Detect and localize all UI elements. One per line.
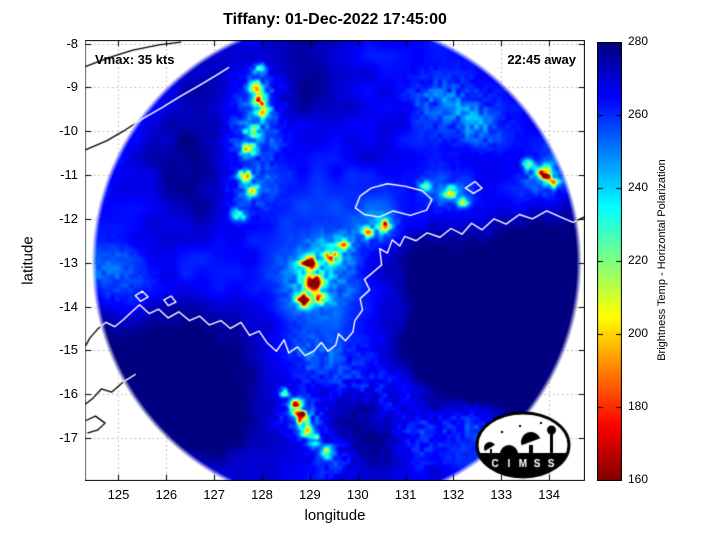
x-tick-label: 126 — [155, 487, 178, 502]
colorbar — [597, 42, 622, 481]
colorbar-label: Brightness Temp - Horizontal Polarizatio… — [656, 159, 668, 361]
y-axis-label: latitude — [19, 236, 37, 285]
colorbar-tick-label: 180 — [628, 399, 649, 413]
colorbar-tick-label: 280 — [628, 34, 649, 48]
colorbar-tick-label: 260 — [628, 107, 649, 121]
y-tick-label: -9 — [66, 79, 78, 95]
plot-area: Vmax: 35 kts 22:45 away — [85, 40, 585, 481]
x-tick-label: 134 — [538, 487, 560, 502]
x-tick-label: 132 — [442, 487, 465, 502]
colorbar-tick-label: 160 — [628, 472, 649, 486]
y-tick-label: -8 — [66, 35, 78, 51]
x-tick-label: 129 — [299, 487, 321, 502]
x-tick-label: 128 — [251, 487, 273, 502]
y-tick-label: -11 — [60, 167, 78, 183]
x-tick-label: 131 — [394, 487, 417, 502]
y-tick-label: -12 — [59, 210, 78, 226]
y-tick-label: -15 — [59, 342, 78, 358]
y-tick-label: -13 — [59, 254, 78, 270]
brightness-temp-map-canvas — [85, 40, 585, 481]
y-tick-label: -17 — [59, 430, 78, 446]
y-tick-label: -14 — [59, 298, 78, 314]
x-tick-label: 127 — [203, 487, 226, 502]
page-title: Tiffany: 01-Dec-2022 17:45:00 — [223, 11, 447, 28]
x-tick-label: 133 — [490, 487, 513, 502]
time-offset-annotation: 22:45 away — [507, 52, 576, 67]
colorbar-tick-label: 220 — [628, 253, 649, 267]
y-tick-label: -10 — [59, 123, 78, 139]
x-tick-label: 130 — [346, 487, 369, 502]
colorbar-tick-label: 200 — [628, 326, 649, 340]
x-tick-label: 125 — [107, 487, 130, 502]
x-axis-label: longitude — [304, 507, 366, 524]
y-tick-label: -16 — [59, 386, 78, 402]
vmax-annotation: Vmax: 35 kts — [95, 52, 175, 67]
colorbar-tick-label: 240 — [628, 180, 649, 194]
